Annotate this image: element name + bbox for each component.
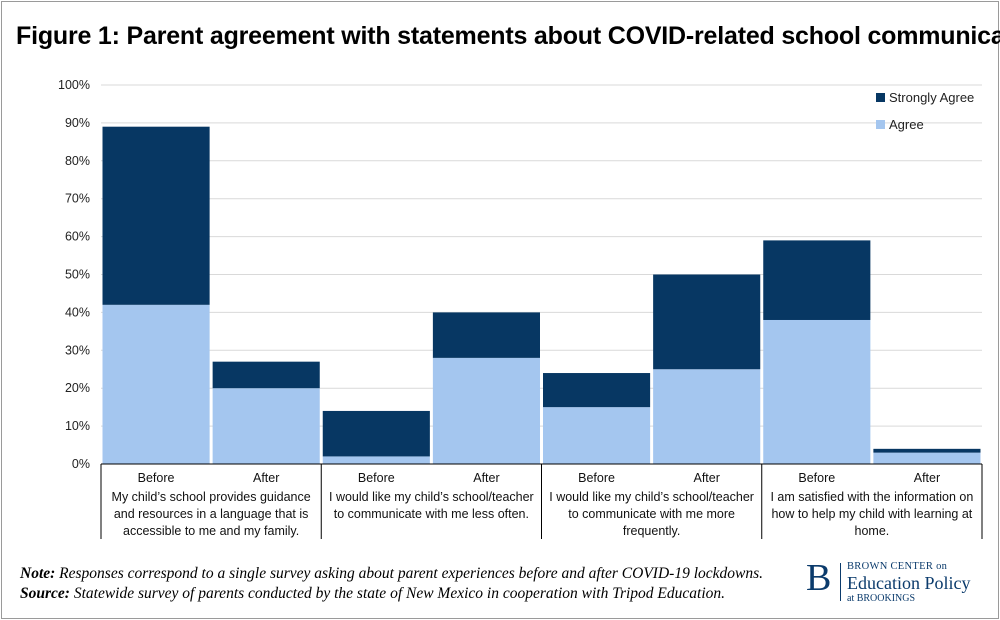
y-tick-label: 40% bbox=[65, 305, 90, 319]
group-label-line: how to help my child with learning at bbox=[771, 507, 972, 521]
group-label-line: I would like my child’s school/teacher bbox=[329, 490, 534, 504]
chart-title: Figure 1: Parent agreement with statemen… bbox=[16, 22, 1000, 50]
y-tick-label: 80% bbox=[65, 154, 90, 168]
note-label: Note: bbox=[20, 565, 56, 582]
bar-strongly-agree bbox=[543, 373, 651, 408]
x-tick-label: Before bbox=[578, 471, 615, 485]
brookings-logo-text: BROWN CENTER on Education Policy at BROO… bbox=[847, 561, 970, 605]
bar-strongly-agree bbox=[102, 126, 210, 305]
y-tick-label: 70% bbox=[65, 192, 90, 206]
group-label-line: I am satisfied with the information on bbox=[770, 490, 973, 504]
y-tick-label: 60% bbox=[65, 230, 90, 244]
legend-swatch bbox=[876, 120, 885, 129]
legend-label: Agree bbox=[889, 117, 924, 132]
y-tick-label: 20% bbox=[65, 381, 90, 395]
source-label: Source: bbox=[20, 585, 70, 602]
note-line: Note: Responses correspond to a single s… bbox=[20, 564, 763, 584]
bar-strongly-agree bbox=[873, 448, 981, 453]
y-tick-label: 10% bbox=[65, 419, 90, 433]
bar-agree bbox=[543, 407, 651, 464]
bar-strongly-agree bbox=[322, 410, 430, 457]
group-label-line: frequently. bbox=[623, 524, 680, 538]
logo-line-3: at BROOKINGS bbox=[847, 593, 916, 604]
x-tick-label: Before bbox=[798, 471, 835, 485]
note-text: Responses correspond to a single survey … bbox=[55, 565, 763, 582]
x-tick-label: Before bbox=[138, 471, 175, 485]
bar-strongly-agree bbox=[653, 274, 761, 370]
bar-agree bbox=[102, 304, 210, 464]
group-label-line: home. bbox=[855, 524, 890, 538]
x-tick-label: After bbox=[253, 471, 279, 485]
x-tick-label: After bbox=[914, 471, 940, 485]
group-label-line: to communicate with me more bbox=[568, 507, 735, 521]
bar-agree bbox=[322, 456, 430, 464]
bar-agree bbox=[432, 357, 540, 464]
y-tick-label: 100% bbox=[58, 78, 90, 92]
legend-swatch bbox=[876, 93, 885, 102]
bar-agree bbox=[653, 369, 761, 464]
y-tick-label: 0% bbox=[72, 457, 90, 471]
bar-agree bbox=[212, 388, 320, 464]
group-label-line: and resources in a language that is bbox=[114, 507, 309, 521]
y-tick-label: 50% bbox=[65, 268, 90, 282]
y-tick-label: 30% bbox=[65, 343, 90, 357]
bar-strongly-agree bbox=[763, 240, 871, 320]
source-text: Statewide survey of parents conducted by… bbox=[69, 585, 726, 602]
x-tick-label: Before bbox=[358, 471, 395, 485]
footnote: Note: Responses correspond to a single s… bbox=[20, 564, 763, 604]
group-label-line: My child’s school provides guidance bbox=[112, 490, 311, 504]
group-label-line: I would like my child’s school/teacher bbox=[549, 490, 754, 504]
logo-line-2: Education Policy bbox=[847, 573, 971, 593]
bar-agree bbox=[873, 452, 981, 464]
source-line: Source: Statewide survey of parents cond… bbox=[20, 584, 763, 604]
bar-strongly-agree bbox=[212, 361, 320, 389]
x-tick-label: After bbox=[693, 471, 719, 485]
bar-strongly-agree bbox=[432, 312, 540, 358]
legend-label: Strongly Agree bbox=[889, 90, 974, 105]
y-tick-label: 90% bbox=[65, 116, 90, 130]
group-label-line: to communicate with me less often. bbox=[334, 507, 529, 521]
bar-agree bbox=[763, 319, 871, 464]
logo-line-1: BROWN CENTER on bbox=[847, 561, 948, 572]
group-label-line: accessible to me and my family. bbox=[123, 524, 299, 538]
logo-divider bbox=[840, 563, 841, 601]
bar-chart: 0% 10% 20% 30% 40% 50% 60% 70% 80% 90% 100% Before A… bbox=[58, 78, 983, 539]
brookings-logo-mark: B bbox=[806, 557, 832, 599]
x-tick-label: After bbox=[473, 471, 499, 485]
